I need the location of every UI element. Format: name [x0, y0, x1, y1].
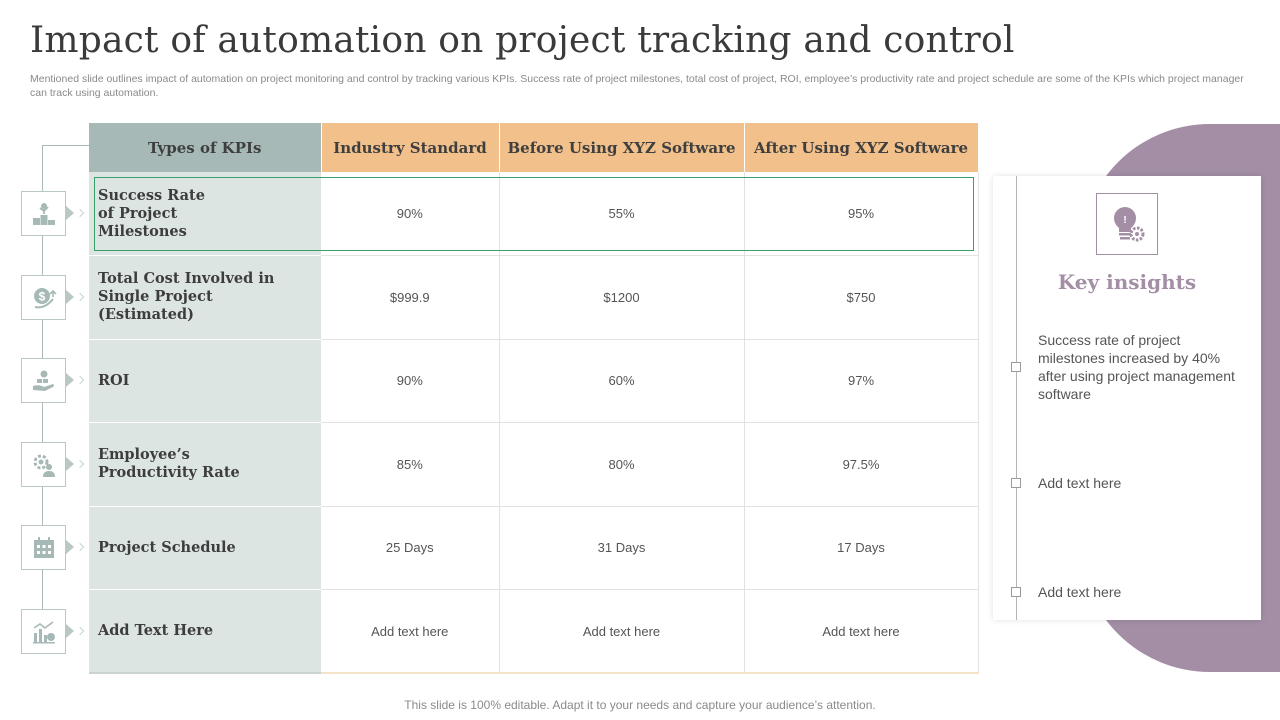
bullet-marker [1011, 587, 1021, 597]
key-insights-card: ! Key insights Success rate of project m… [993, 176, 1261, 620]
table-row: Add Text Here Add text here Add text her… [89, 589, 979, 674]
chevron-right-icon [66, 540, 74, 554]
bullet-marker [1011, 478, 1021, 488]
chevron-right-icon [75, 208, 85, 218]
after-value: 17 Days [744, 506, 979, 590]
lightbulb-gear-icon: ! [1096, 193, 1158, 255]
after-value: $750 [744, 255, 979, 340]
industry-value: Add text here [321, 589, 500, 674]
insight-text: Add text here [1038, 475, 1122, 491]
bar-chart-icon [21, 609, 66, 654]
before-value: 60% [499, 339, 745, 423]
chevron-right-icon [66, 206, 74, 220]
insight-text: Add text here [1038, 584, 1122, 600]
chevron-right-icon [75, 626, 85, 636]
industry-value: $999.9 [321, 255, 500, 340]
chevron-right-icon [66, 457, 74, 471]
chevron-right-icon [66, 624, 74, 638]
table-row: Employee’s Productivity Rate 85% 80% 97.… [89, 422, 979, 507]
table-header-row: Types of KPIs Industry Standard Before U… [89, 123, 979, 172]
table-row: ROI 90% 60% 97% [89, 339, 979, 423]
calendar-icon [21, 525, 66, 570]
industry-value: 25 Days [321, 506, 500, 590]
dollar-coin-icon: $ [21, 275, 66, 320]
gear-person-icon [21, 442, 66, 487]
chevron-right-icon [75, 292, 85, 302]
kpi-name: ROI [89, 339, 321, 423]
chevron-right-icon [75, 375, 85, 385]
before-value: 55% [499, 172, 745, 256]
trophy-podium-icon [21, 191, 66, 236]
money-hand-icon [21, 358, 66, 403]
kpi-name: Project Schedule [89, 506, 321, 590]
page-subtitle: Mentioned slide outlines impact of autom… [30, 73, 1244, 99]
after-value: Add text here [744, 589, 979, 674]
insight-text: Success rate of project milestones incre… [1038, 332, 1235, 402]
kpi-table: Types of KPIs Industry Standard Before U… [89, 123, 979, 674]
chevron-right-icon [75, 542, 85, 552]
chevron-right-icon [75, 459, 85, 469]
page-title: Impact of automation on project tracking… [30, 20, 1015, 61]
industry-value: 85% [321, 422, 500, 507]
table-row: Success Rate of Project Milestones 90% 5… [89, 172, 979, 256]
industry-value: 90% [321, 172, 500, 256]
chevron-right-icon [66, 373, 74, 387]
kpi-name: Add Text Here [89, 589, 321, 674]
bullet-marker [1011, 362, 1021, 372]
before-value: 80% [499, 422, 745, 507]
before-value: $1200 [499, 255, 745, 340]
header-industry-standard: Industry Standard [321, 123, 500, 172]
before-value: 31 Days [499, 506, 745, 590]
table-row: Project Schedule 25 Days 31 Days 17 Days [89, 506, 979, 590]
header-types-of-kpis: Types of KPIs [89, 123, 322, 172]
chevron-right-icon [66, 290, 74, 304]
after-value: 97% [744, 339, 979, 423]
after-value: 97.5% [744, 422, 979, 507]
table-row: Total Cost Involved in Single Project (E… [89, 255, 979, 340]
industry-value: 90% [321, 339, 500, 423]
connector-line-top [42, 145, 90, 146]
kpi-name: Total Cost Involved in Single Project (E… [89, 255, 321, 340]
header-after-software: After Using XYZ Software [744, 123, 979, 172]
timeline-line [1016, 176, 1017, 620]
kpi-name: Success Rate of Project Milestones [89, 172, 321, 256]
insights-title: Key insights [1057, 270, 1197, 294]
footer-note: This slide is 100% editable. Adapt it to… [404, 698, 876, 712]
svg-text:!: ! [1123, 215, 1126, 226]
before-value: Add text here [499, 589, 745, 674]
kpi-name: Employee’s Productivity Rate [89, 422, 321, 507]
after-value: 95% [744, 172, 979, 256]
header-before-software: Before Using XYZ Software [499, 123, 745, 172]
svg-text:$: $ [38, 289, 45, 303]
